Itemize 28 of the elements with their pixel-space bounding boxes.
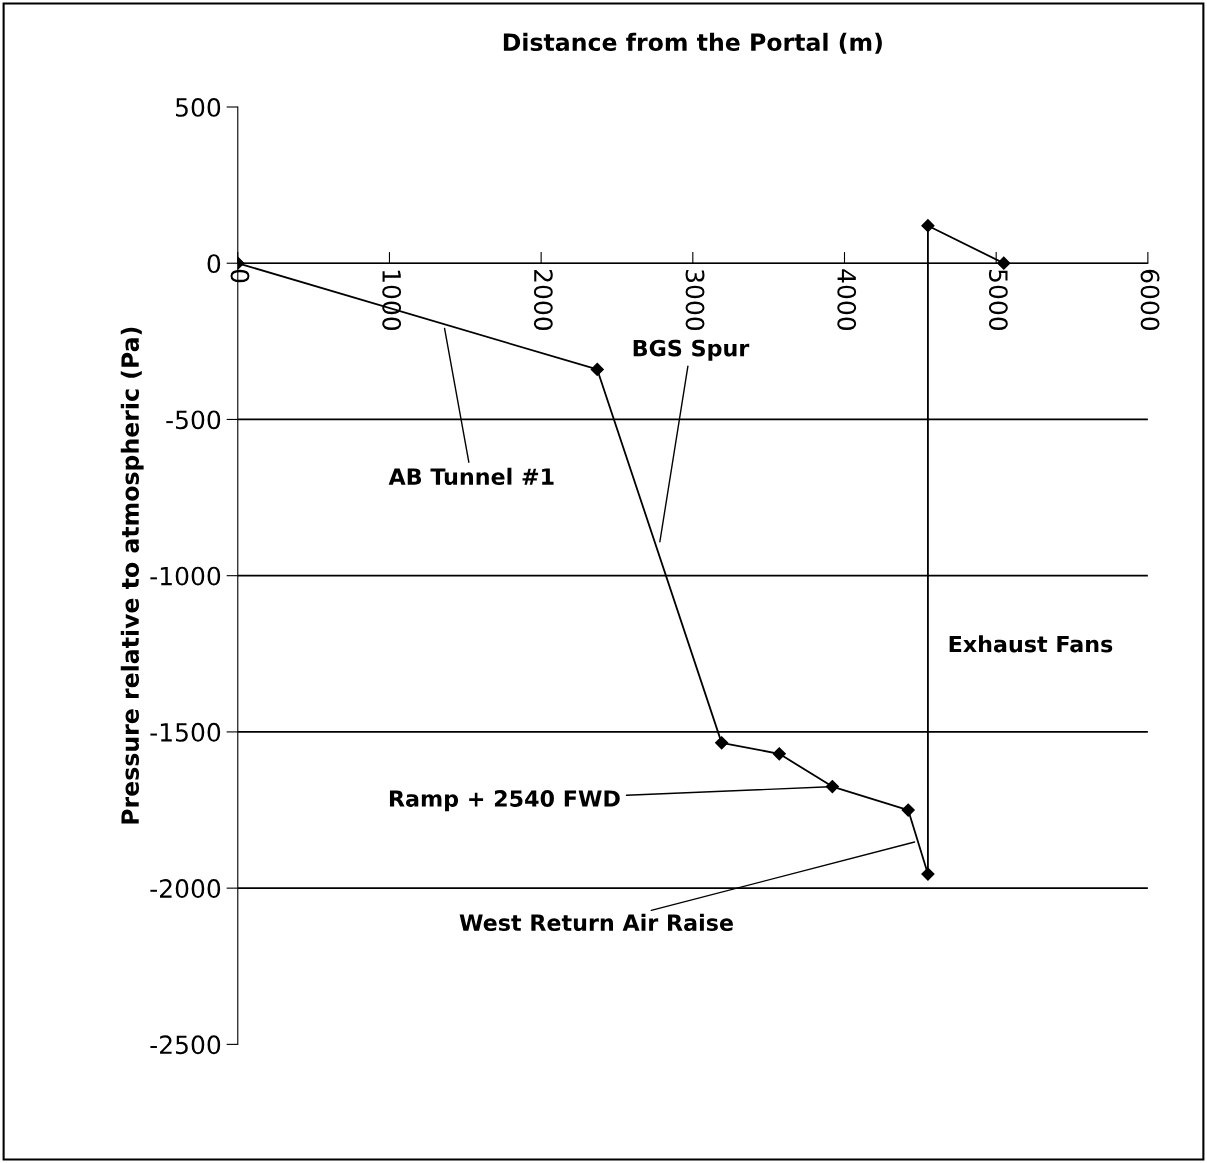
y-tick-label: -1500 [150, 722, 221, 742]
annotation: Exhaust Fans [949, 635, 1113, 653]
point [921, 219, 935, 233]
y-tick-label: -1000 [150, 566, 221, 586]
point [825, 780, 839, 794]
x-tick-label: 5000 [988, 270, 1008, 331]
point [715, 736, 729, 750]
x-tick-label: 2000 [533, 269, 553, 331]
annotation: Ramp + 2540 FWD [389, 790, 620, 812]
x-tick-label: 4000 [837, 269, 857, 331]
y-tick-label: -2500 [150, 1035, 221, 1055]
annotation: West Return Air Raise [459, 913, 733, 932]
y-axis-title: Pressure relative to atmospheric (Pa) [120, 327, 144, 824]
point [590, 362, 604, 377]
y-tick-label: -2000 [150, 879, 221, 898]
annotation: AB Tunnel #1 [388, 467, 554, 485]
x-tick-label: 1000 [382, 270, 402, 331]
y-tick-label: 500 [176, 97, 221, 117]
point [901, 803, 915, 817]
point [772, 747, 786, 761]
y-tick-label: 0 [207, 254, 221, 274]
x-tick-label: 0 [230, 269, 250, 283]
x-axis-title: Distance from the Portal (m) [503, 32, 882, 54]
x-tick-label: 3000 [685, 269, 705, 331]
x-tick-label: 6000 [1140, 269, 1160, 331]
annotation: BGS Spur [633, 339, 750, 361]
y-tick-label: -500 [166, 410, 221, 430]
point [921, 867, 935, 881]
